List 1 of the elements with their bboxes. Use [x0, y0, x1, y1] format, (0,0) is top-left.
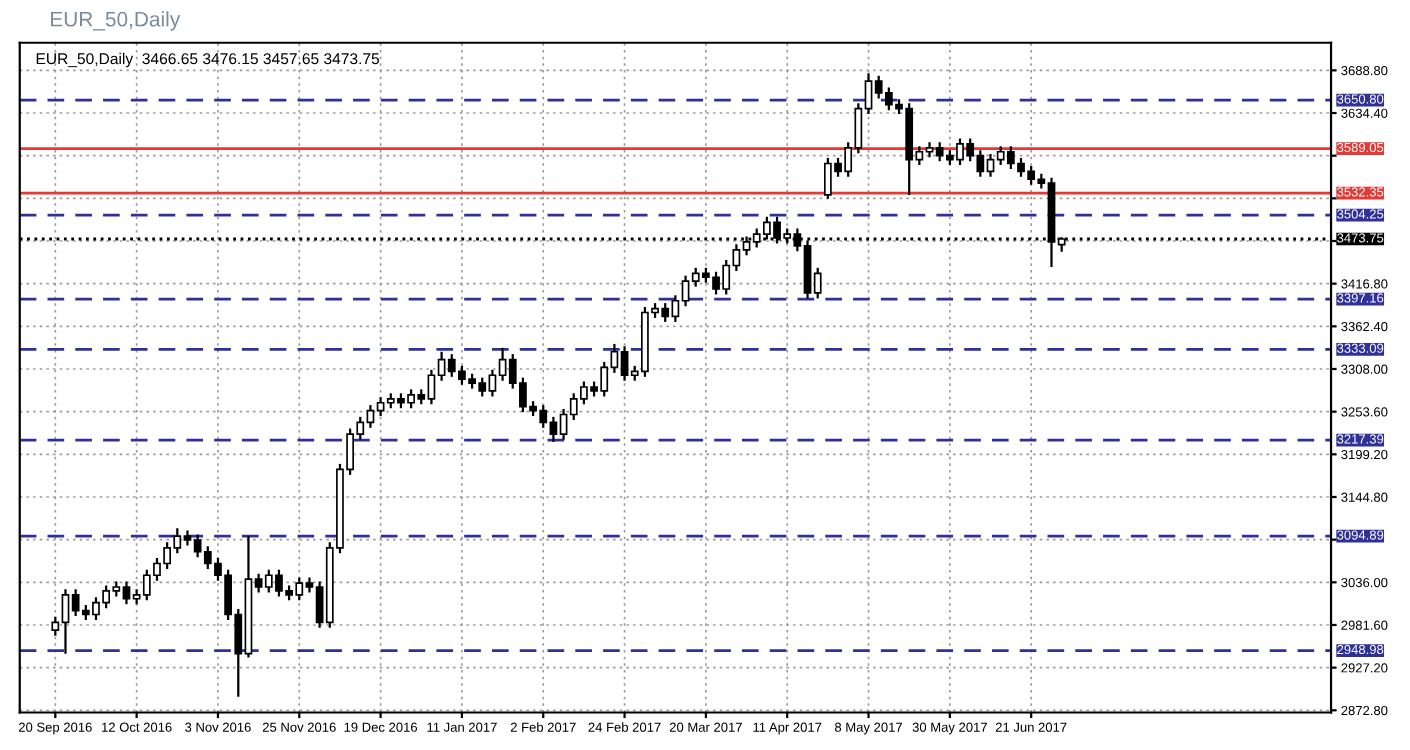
chart-title: EUR_50,Daily: [51, 11, 181, 31]
